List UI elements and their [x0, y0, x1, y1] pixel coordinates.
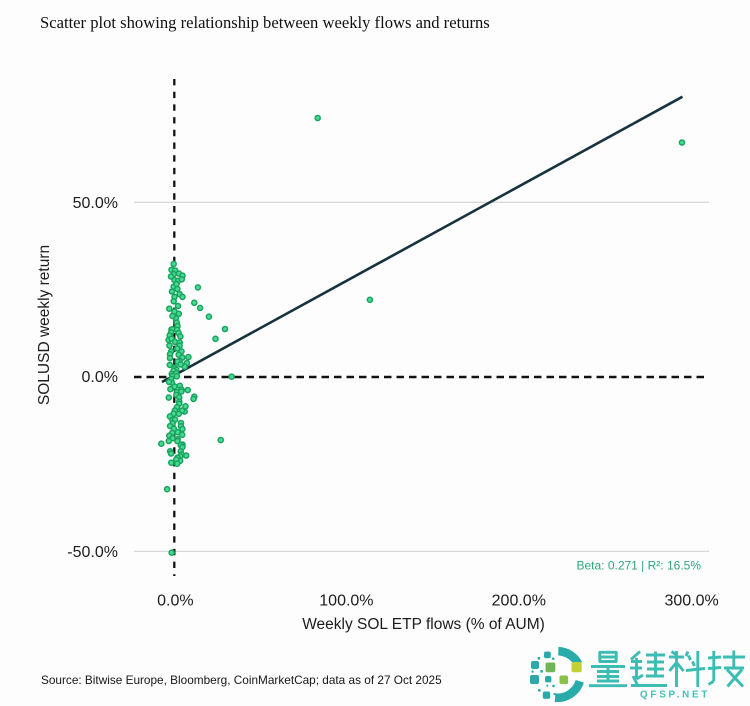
- svg-text:QFSP.NET: QFSP.NET: [640, 690, 710, 701]
- svg-text:Source: Bitwise Europe, Bloomb: Source: Bitwise Europe, Bloomberg, CoinM…: [41, 673, 442, 687]
- svg-text:0.0%: 0.0%: [82, 369, 118, 386]
- svg-text:Weekly SOL ETP flows (% of AUM: Weekly SOL ETP flows (% of AUM): [302, 616, 545, 633]
- svg-text:100.0%: 100.0%: [319, 593, 373, 610]
- svg-text:Scatter plot showing relations: Scatter plot showing relationship betwee…: [40, 13, 490, 32]
- svg-text:-50.0%: -50.0%: [67, 544, 118, 561]
- svg-text:300.0%: 300.0%: [664, 593, 718, 610]
- svg-text:SOLUSD weekly return: SOLUSD weekly return: [36, 245, 53, 405]
- svg-text:200.0%: 200.0%: [492, 593, 546, 610]
- svg-text:Beta: 0.271 | R²: 16.5%: Beta: 0.271 | R²: 16.5%: [576, 559, 701, 573]
- svg-text:50.0%: 50.0%: [73, 195, 118, 212]
- svg-text:0.0%: 0.0%: [157, 593, 193, 610]
